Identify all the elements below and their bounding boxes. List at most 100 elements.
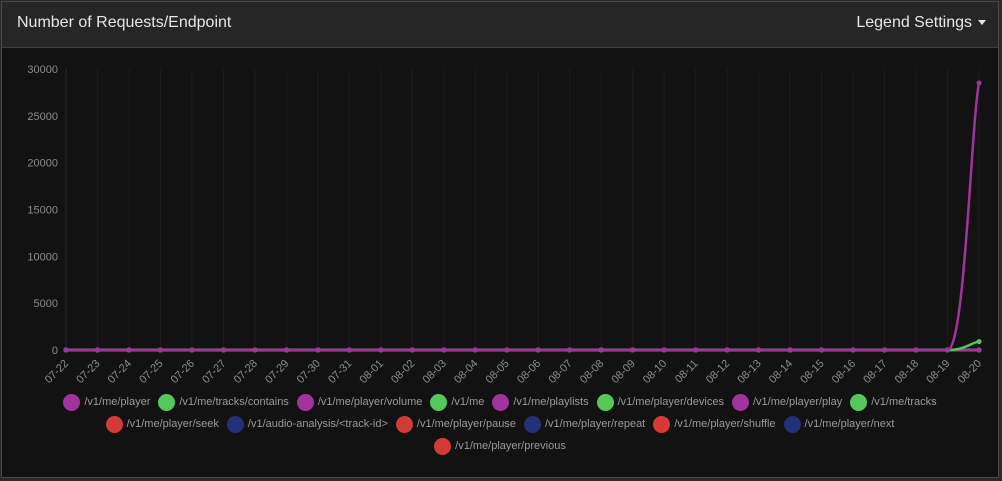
chart-legend: /v1/me/player/v1/me/tracks/contains/v1/m… [2, 391, 998, 457]
data-point [63, 347, 69, 353]
y-tick-label: 30000 [27, 64, 58, 76]
caret-down-icon [978, 20, 986, 26]
legend-swatch [158, 393, 176, 411]
legend-label: /v1/audio-analysis/<track-id> [247, 418, 388, 430]
legend-label: /v1/me/player [84, 396, 151, 408]
x-tick-label: 08-11 [673, 358, 701, 386]
x-tick-label: 08-14 [767, 358, 795, 386]
legend-settings-label: Legend Settings [856, 14, 972, 31]
x-tick-label: 07-22 [43, 358, 71, 386]
x-tick-label: 07-26 [169, 358, 197, 386]
data-point [850, 347, 856, 353]
x-tick-label: 08-17 [861, 358, 889, 386]
data-point [976, 80, 982, 86]
data-point [94, 347, 100, 353]
x-tick-label: 08-03 [421, 358, 449, 386]
legend-label: /v1/me/player/pause [416, 418, 516, 430]
x-tick-label: 08-16 [830, 358, 858, 386]
legend-label: /v1/me/player/seek [126, 418, 219, 430]
data-point [220, 347, 226, 353]
data-point [283, 347, 289, 353]
legend-label: /v1/me/playlists [513, 396, 589, 408]
legend-label: /v1/me/player/devices [617, 396, 724, 408]
legend-item[interactable]: /v1/me/playlists [492, 393, 589, 411]
x-tick-label: 08-09 [609, 358, 637, 386]
legend-swatch [523, 415, 541, 433]
legend-item[interactable]: /v1/me/player/shuffle [653, 415, 776, 433]
y-tick-label: 20000 [27, 158, 58, 170]
x-tick-label: 08-06 [515, 358, 543, 386]
legend-swatch [653, 415, 671, 433]
data-point [976, 347, 982, 353]
line-chart: 0 5000 10000 15000 20000 25000 30000 07-22 07-23… [27, 64, 984, 386]
legend-item[interactable]: /v1/me/player/devices [596, 393, 724, 411]
legend-row: /v1/me/player/previous [2, 435, 998, 457]
legend-swatch [226, 415, 244, 433]
legend-label: /v1/me/player/volume [317, 396, 423, 408]
legend-swatch [395, 415, 413, 433]
legend-item[interactable]: /v1/me/player/repeat [523, 415, 646, 433]
x-tick-label: 07-31 [326, 358, 354, 386]
legend-label: /v1/me/tracks/contains [179, 396, 289, 408]
data-point [598, 347, 604, 353]
y-tick-label: 15000 [27, 205, 58, 217]
legend-label: /v1/me/tracks [871, 396, 937, 408]
data-point [693, 347, 699, 353]
data-point [504, 347, 510, 353]
legend-item[interactable]: /v1/me/player/seek [105, 415, 219, 433]
legend-item[interactable]: /v1/me/tracks [850, 393, 937, 411]
x-tick-label: 08-05 [483, 358, 511, 386]
data-point [819, 347, 825, 353]
data-point [441, 347, 447, 353]
series-line [66, 340, 980, 352]
x-tick-label: 07-27 [200, 358, 228, 386]
y-tick-label: 10000 [27, 251, 58, 263]
chart-title: Number of Requests/Endpoint [17, 14, 232, 31]
x-tick-label: 08-13 [735, 358, 763, 386]
y-tick-label: 25000 [27, 111, 58, 123]
legend-swatch [430, 393, 448, 411]
data-point [189, 347, 195, 353]
data-point [756, 347, 762, 353]
legend-label: /v1/me/player/repeat [544, 418, 646, 430]
legend-item[interactable]: /v1/me/player/previous [434, 437, 566, 455]
legend-item[interactable]: /v1/me/player/volume [296, 393, 423, 411]
x-tick-label: 08-02 [389, 358, 417, 386]
legend-item[interactable]: /v1/me/player/next [783, 415, 894, 433]
x-tick-label: 08-08 [578, 358, 606, 386]
data-point [567, 347, 573, 353]
legend-label: /v1/me/player/previous [455, 440, 566, 452]
y-tick-label: 0 [52, 345, 58, 357]
x-tick-label: 07-28 [232, 358, 260, 386]
legend-item[interactable]: /v1/me [430, 393, 484, 411]
legend-label: /v1/me/player/play [752, 396, 843, 408]
data-point [315, 347, 321, 353]
legend-item[interactable]: /v1/me/tracks/contains [158, 393, 289, 411]
legend-item[interactable]: /v1/me/player/pause [395, 415, 516, 433]
legend-item[interactable]: /v1/me/player [63, 393, 151, 411]
data-point [787, 347, 793, 353]
x-tick-label: 07-30 [295, 358, 323, 386]
legend-swatch [434, 437, 452, 455]
x-tick-label: 08-20 [956, 358, 984, 386]
y-tick-label: 5000 [34, 298, 58, 310]
legend-swatch [596, 393, 614, 411]
data-point [630, 347, 636, 353]
legend-settings-button[interactable]: Legend Settings [856, 14, 986, 32]
legend-item[interactable]: /v1/audio-analysis/<track-id> [226, 415, 388, 433]
data-point [724, 347, 730, 353]
legend-item[interactable]: /v1/me/player/play [731, 393, 843, 411]
legend-swatch [492, 393, 510, 411]
legend-row: /v1/me/player/v1/me/tracks/contains/v1/m… [2, 391, 998, 413]
data-point [535, 347, 541, 353]
legend-label: /v1/me/player/shuffle [674, 418, 776, 430]
x-tick-label: 07-24 [106, 358, 134, 386]
legend-swatch [296, 393, 314, 411]
legend-swatch [783, 415, 801, 433]
x-tick-label: 07-29 [263, 358, 291, 386]
x-tick-label: 08-10 [641, 358, 669, 386]
series-line [66, 82, 981, 352]
legend-swatch [105, 415, 123, 433]
data-point [126, 347, 132, 353]
